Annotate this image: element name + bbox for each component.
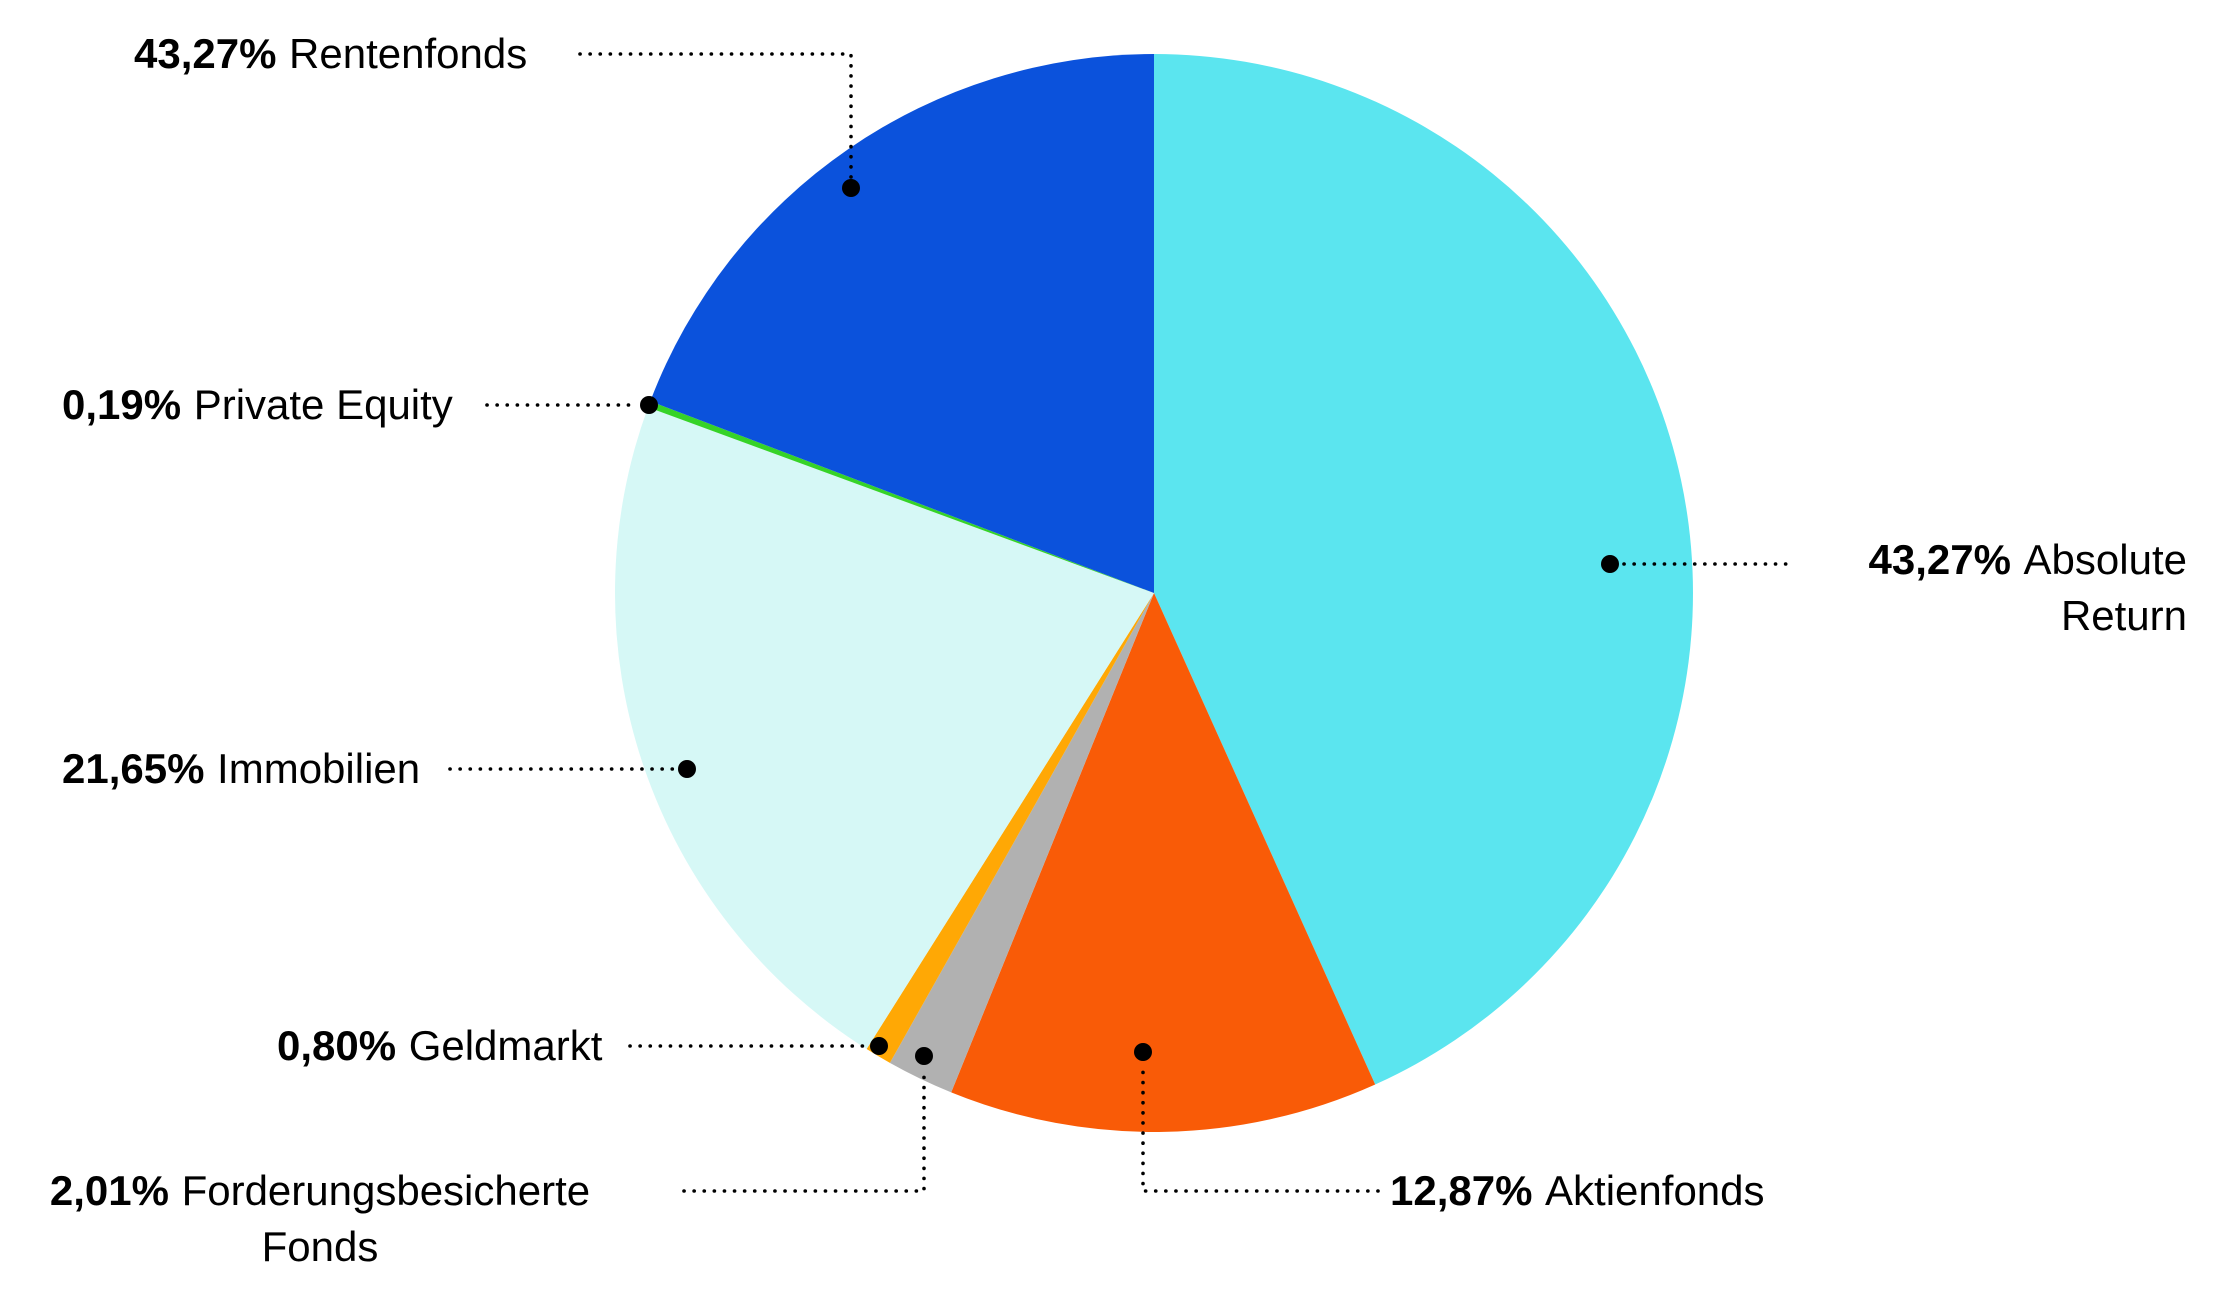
pie-slice-aktienfonds (951, 593, 1376, 1132)
pie-slice-immobilien (614, 407, 1154, 1049)
label-absolute-return: 43,27% Absolute Return (1807, 532, 2188, 644)
leader-line (578, 52, 853, 188)
pie-slice-geldmarkt (866, 593, 1154, 1063)
label-aktienfonds: 12,87% Aktienfonds (1390, 1163, 1765, 1219)
anchor-dot (842, 179, 860, 197)
label-absolute-return-percent: 43,27% (1868, 536, 2011, 583)
pie-slice-absolute-return (1154, 54, 1693, 1085)
label-geldmarkt-percent: 0,80% (277, 1022, 397, 1069)
pie-slice-forderungsbesicherte-fonds (889, 593, 1154, 1093)
anchor-dot (678, 760, 696, 778)
label-aktienfonds-percent: 12,87% (1390, 1167, 1533, 1214)
label-forderungsbesicherte-fonds-percent: 2,01% (49, 1167, 169, 1214)
label-geldmarkt: 0,80% Geldmarkt (277, 1018, 602, 1074)
label-immobilien-name: Immobilien (217, 745, 421, 792)
label-aktienfonds-name: Aktienfonds (1545, 1167, 1765, 1214)
pie-slice-rentenfonds (650, 54, 1154, 593)
anchor-dot (915, 1047, 933, 1065)
label-geldmarkt-name: Geldmarkt (408, 1022, 603, 1069)
label-forderungsbesicherte-fonds-name: Forderungsbesicherte Fonds (181, 1167, 591, 1270)
anchor-dot (1601, 555, 1619, 573)
anchor-dot (1134, 1043, 1152, 1061)
anchor-dot (870, 1037, 888, 1055)
label-rentenfonds-percent: 43,27% (134, 30, 277, 77)
label-private-equity-name: Private Equity (193, 381, 453, 428)
pie-slice-private-equity (648, 401, 1154, 593)
label-rentenfonds: 43,27% Rentenfonds (134, 26, 527, 82)
label-immobilien-percent: 21,65% (62, 745, 205, 792)
label-private-equity-percent: 0,19% (62, 381, 182, 428)
label-absolute-return-name: Absolute Return (2023, 536, 2187, 639)
label-immobilien: 21,65% Immobilien (62, 741, 420, 797)
label-private-equity: 0,19% Private Equity (62, 377, 453, 433)
label-forderungsbesicherte-fonds: 2,01% Forderungsbesicherte Fonds (5, 1163, 635, 1275)
label-rentenfonds-name: Rentenfonds (289, 30, 528, 77)
leader-line (682, 1066, 926, 1193)
anchor-dot (640, 396, 658, 414)
